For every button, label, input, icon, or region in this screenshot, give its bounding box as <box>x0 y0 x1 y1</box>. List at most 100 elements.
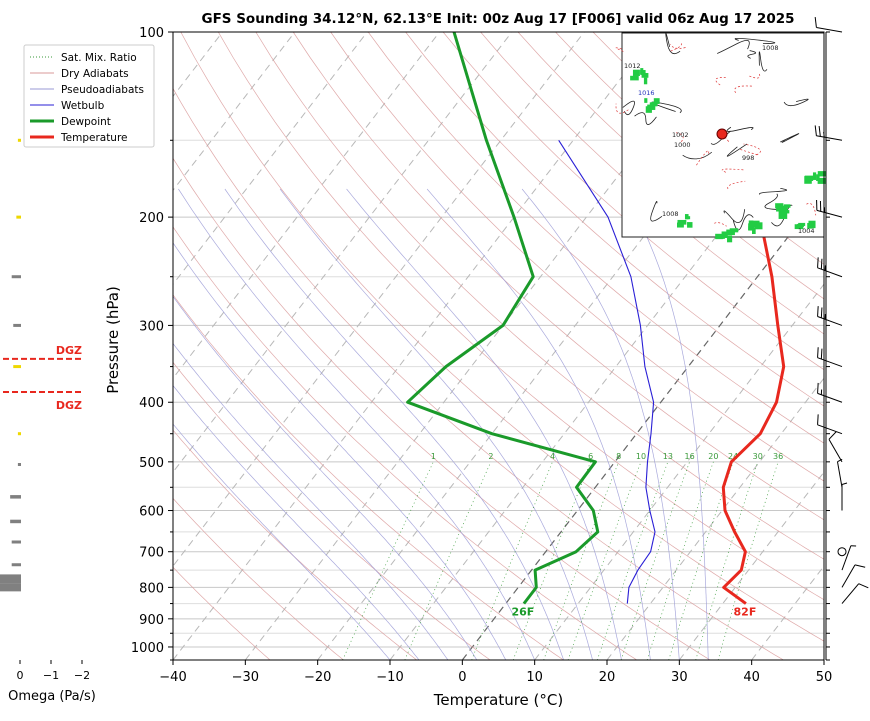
wind-barb-staff <box>816 27 842 32</box>
omega-tick-label: −1 <box>43 669 59 682</box>
map-precip-cell <box>784 204 791 207</box>
omega-bar <box>12 540 21 543</box>
wind-barb-flag <box>818 257 819 267</box>
x-axis-label: Temperature (°C) <box>433 691 563 709</box>
wind-barb-staff <box>837 462 842 488</box>
x-tick-label: −20 <box>304 670 331 685</box>
map-precip-cell <box>813 172 816 180</box>
wind-barb-calm-icon <box>838 548 846 556</box>
pseudoadiabat <box>47 189 419 660</box>
omega-bar <box>13 365 21 368</box>
map-isobar-label: 1012 <box>624 62 641 70</box>
surface-dewpoint-label: 26F <box>511 606 534 619</box>
map-precip-cell <box>652 102 658 106</box>
legend-label: Dewpoint <box>61 116 111 128</box>
legend-label: Temperature <box>60 132 128 144</box>
x-tick-label: 0 <box>458 670 466 685</box>
dgz-label-lower: DGZ <box>56 399 82 412</box>
pseudoadiabat <box>427 189 650 660</box>
legend-label: Wetbulb <box>61 100 105 112</box>
mixing-ratio-label: 13 <box>663 452 673 461</box>
map-precip-cell <box>633 70 640 76</box>
x-tick-label: 20 <box>599 670 616 685</box>
omega-bar <box>12 275 21 278</box>
wind-barb-half-flag <box>842 483 847 485</box>
map-isobar-label: 998 <box>742 154 754 162</box>
legend: Sat. Mix. Ratio Dry Adiabats Pseudoadiabat… <box>24 45 154 147</box>
y-tick-label: 700 <box>139 546 164 561</box>
x-tick-label: 50 <box>816 670 833 685</box>
map-precip-cell <box>644 98 647 103</box>
station-marker-icon <box>717 129 727 139</box>
pseudoadiabat <box>22 189 390 660</box>
omega-tick-label: 0 <box>17 669 24 682</box>
map-precip-cell <box>752 221 760 228</box>
wind-barb-flag <box>859 584 869 588</box>
x-tick-label: 30 <box>671 670 688 685</box>
pseudoadiabat <box>139 189 506 660</box>
wind-barb-staff <box>842 546 851 570</box>
pseudoadiabat <box>623 189 709 660</box>
map-precip-cell <box>685 214 689 219</box>
wind-barb-flag <box>855 565 865 567</box>
omega-bar <box>0 574 21 583</box>
map-precip-cell <box>630 76 639 81</box>
mixing-ratio-label: 8 <box>616 452 621 461</box>
omega-tick-label: −2 <box>74 669 90 682</box>
map-isobar-label: 1004 <box>798 227 815 235</box>
wind-barb-flag <box>818 414 819 424</box>
map-precip-cell <box>677 223 684 228</box>
chart-title: GFS Sounding 34.12°N, 62.13°E Init: 00z … <box>201 11 794 27</box>
omega-axis-label: Omega (Pa/s) <box>8 689 96 704</box>
y-tick-label: 600 <box>139 505 164 520</box>
omega-bar <box>18 139 21 142</box>
wind-barb-staff <box>818 425 842 434</box>
wind-barb-flag <box>821 349 822 359</box>
surface-temperature-label: 82F <box>734 606 757 619</box>
map-precip-cell <box>642 73 649 78</box>
pseudoadiabat <box>280 189 592 660</box>
omega-bar <box>0 583 21 591</box>
wind-barb-flag <box>821 259 822 269</box>
wind-barb-flag <box>818 306 819 316</box>
map-isobar-label: 1008 <box>762 44 779 52</box>
isotherm-line <box>824 32 870 660</box>
map-precip-cell <box>727 235 732 242</box>
x-tick-label: −40 <box>159 670 186 685</box>
wind-barb-staff <box>842 584 859 604</box>
mixing-ratio-label: 30 <box>753 452 763 461</box>
wind-barb-flag <box>818 383 819 393</box>
omega-bar <box>12 563 21 566</box>
y-tick-label: 500 <box>139 456 164 471</box>
pseudoadiabat <box>225 189 564 660</box>
y-tick-label: 1000 <box>131 641 164 656</box>
legend-label: Sat. Mix. Ratio <box>61 52 137 64</box>
mixing-ratio-line <box>343 462 434 660</box>
map-precip-cell <box>798 223 805 226</box>
x-tick-label: −30 <box>232 670 259 685</box>
isotherm-line <box>173 32 657 660</box>
x-tick-label: 10 <box>526 670 543 685</box>
map-precip-cell <box>715 234 723 239</box>
y-tick-label: 400 <box>139 396 164 411</box>
map-isobar-label: 1000 <box>674 141 691 149</box>
map-isobar-label: 1016 <box>638 89 655 97</box>
mixing-ratio-label: 16 <box>684 452 694 461</box>
legend-label: Pseudoadiabats <box>61 84 144 96</box>
map-precip-cell <box>804 176 812 184</box>
map-isobar-label: 1008 <box>662 210 679 218</box>
mixing-ratio-line <box>472 462 553 660</box>
wind-barb-staff <box>829 439 842 462</box>
map-precip-cell <box>776 204 781 211</box>
mixing-ratio-label: 1 <box>431 452 436 461</box>
omega-bar <box>10 495 21 499</box>
map-precip-cell <box>752 228 756 234</box>
legend-label: Dry Adiabats <box>61 68 129 80</box>
mixing-ratio-label: 36 <box>773 452 783 461</box>
map-precip-cell <box>726 230 735 236</box>
omega-bar <box>18 432 21 435</box>
y-tick-label: 900 <box>139 613 164 628</box>
wind-barb-flag <box>829 432 836 440</box>
mixing-ratio-line <box>696 462 758 660</box>
